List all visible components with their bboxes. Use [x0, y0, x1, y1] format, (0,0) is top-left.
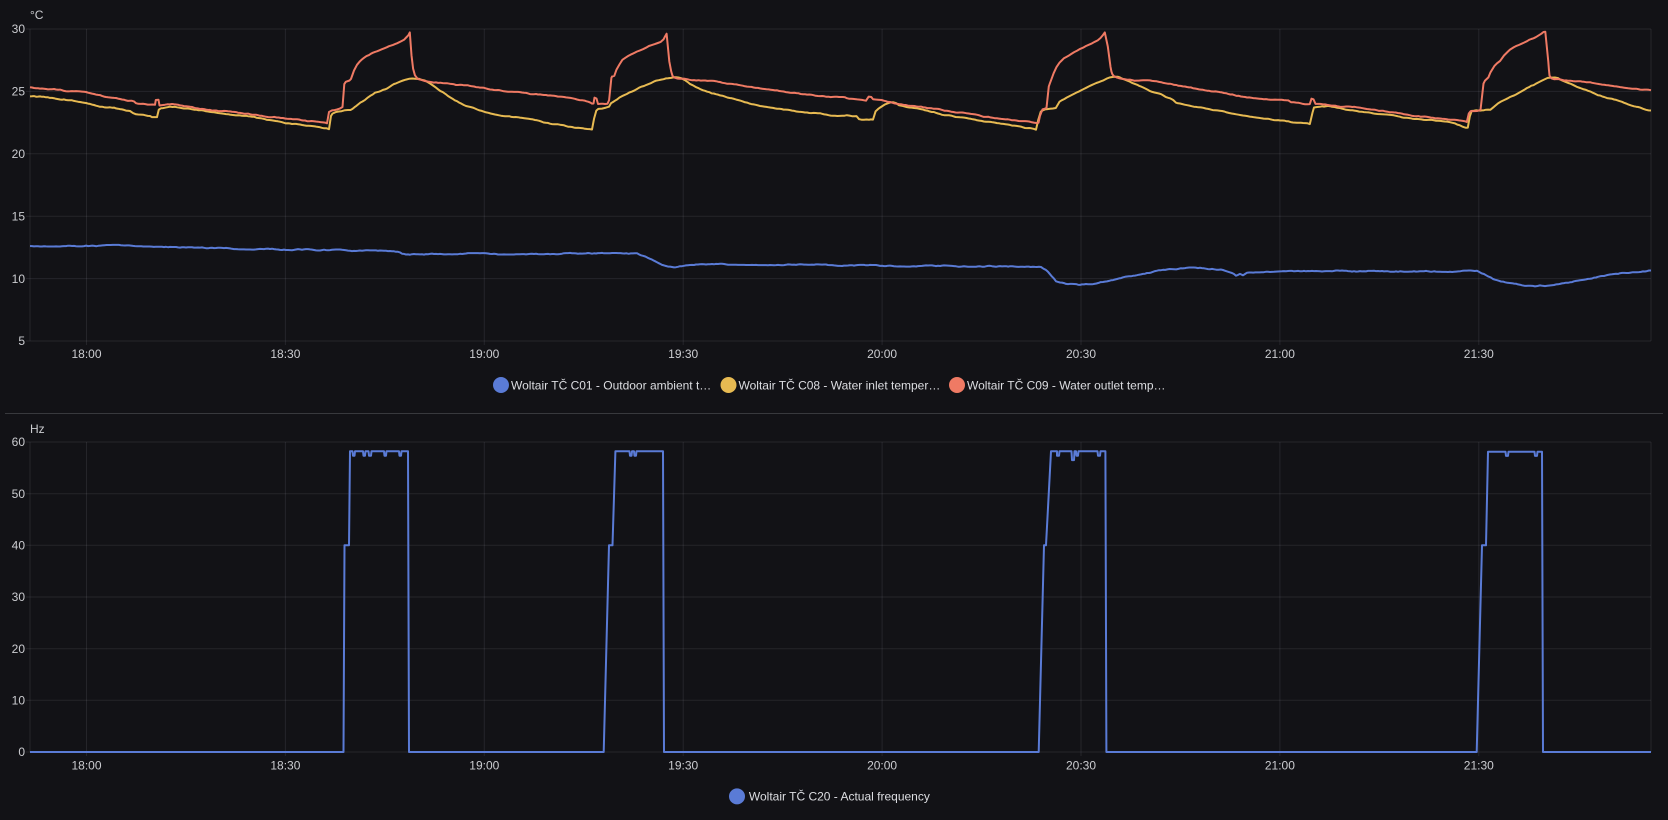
svg-text:50: 50: [12, 487, 26, 501]
svg-text:Hz: Hz: [30, 422, 45, 436]
svg-text:18:30: 18:30: [270, 759, 300, 773]
svg-text:21:30: 21:30: [1464, 347, 1494, 361]
svg-text:20:00: 20:00: [867, 347, 897, 361]
svg-text:40: 40: [12, 539, 26, 553]
svg-text:60: 60: [12, 435, 26, 449]
svg-text:0: 0: [18, 745, 25, 759]
svg-text:20:30: 20:30: [1066, 759, 1096, 773]
svg-text:15: 15: [12, 209, 26, 223]
svg-text:30: 30: [12, 22, 26, 36]
svg-text:20: 20: [12, 642, 26, 656]
svg-text:19:30: 19:30: [668, 347, 698, 361]
svg-text:21:00: 21:00: [1265, 759, 1295, 773]
svg-text:18:30: 18:30: [270, 347, 300, 361]
svg-text:19:30: 19:30: [668, 759, 698, 773]
svg-text:10: 10: [12, 694, 26, 708]
svg-text:20:30: 20:30: [1066, 347, 1096, 361]
svg-text:5: 5: [18, 334, 25, 348]
svg-text:19:00: 19:00: [469, 759, 499, 773]
svg-text:Woltair TČ C01 - Outdoor ambie: Woltair TČ C01 - Outdoor ambient t…: [511, 377, 711, 392]
svg-text:18:00: 18:00: [71, 759, 101, 773]
svg-text:20:00: 20:00: [867, 759, 897, 773]
svg-text:Woltair TČ C08 - Water inlet t: Woltair TČ C08 - Water inlet temper…: [739, 377, 941, 392]
svg-text:Woltair TČ C20 - Actual freque: Woltair TČ C20 - Actual frequency: [749, 789, 930, 804]
svg-text:30: 30: [12, 590, 26, 604]
svg-text:21:30: 21:30: [1464, 759, 1494, 773]
svg-text:19:00: 19:00: [469, 347, 499, 361]
svg-text:Woltair TČ C09 - Water outlet: Woltair TČ C09 - Water outlet temp…: [967, 377, 1166, 392]
svg-text:10: 10: [12, 272, 26, 286]
svg-text:20: 20: [12, 147, 26, 161]
svg-text:°C: °C: [30, 8, 44, 22]
svg-text:18:00: 18:00: [71, 347, 101, 361]
svg-text:25: 25: [12, 85, 26, 99]
svg-text:21:00: 21:00: [1265, 347, 1295, 361]
